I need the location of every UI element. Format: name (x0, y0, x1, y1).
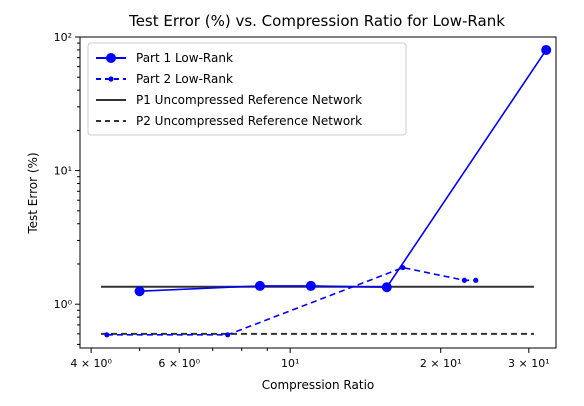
series-2-point (225, 332, 231, 338)
legend-entry-label: P1 Uncompressed Reference Network (136, 93, 362, 107)
plot-area (101, 44, 552, 338)
y-axis: 10⁰ 10¹ 10² (54, 31, 80, 345)
y-tick-label: 10² (54, 31, 72, 44)
legend-entry-label: P2 Uncompressed Reference Network (136, 114, 362, 128)
series-1-point (134, 286, 145, 297)
series-2-line (106, 266, 476, 336)
series-1-point (381, 282, 392, 293)
legend-marker (106, 53, 116, 63)
x-tick-label: 2 × 10¹ (420, 357, 462, 370)
series-1-point (541, 44, 552, 55)
x-tick-label: 4 × 10⁰ (70, 357, 112, 370)
x-axis-label: Compression Ratio (262, 378, 375, 392)
series-2-point (400, 264, 406, 271)
series-1-point (305, 280, 316, 291)
legend-marker (108, 76, 114, 82)
legend-box (87, 42, 407, 136)
legend-entry-label: Part 1 Low-Rank (136, 51, 233, 65)
plot-frame (79, 36, 557, 349)
legend-entry-label: Part 2 Low-Rank (136, 72, 233, 86)
legend: Part 1 Low-Rank Part 2 Low-Rank P1 Uncompr… (87, 42, 407, 136)
x-axis: 4 × 10⁰ 6 × 10⁰ 10¹ 2 × 10¹ 3 × 10¹ (70, 348, 550, 370)
y-tick-label: 10⁰ (54, 298, 73, 311)
y-axis-label: Test Error (%) (26, 152, 40, 234)
chart-title: Test Error (%) vs. Compression Ratio for… (128, 12, 505, 30)
x-tick-label: 3 × 10¹ (508, 357, 550, 370)
y-tick-label: 10¹ (54, 165, 72, 178)
series-2-point (473, 277, 479, 283)
series-1-point (254, 280, 265, 291)
series-2-point (104, 332, 110, 338)
series-2-point (461, 277, 467, 283)
x-tick-label: 10¹ (281, 357, 299, 370)
x-tick-label: 6 × 10⁰ (158, 357, 200, 370)
